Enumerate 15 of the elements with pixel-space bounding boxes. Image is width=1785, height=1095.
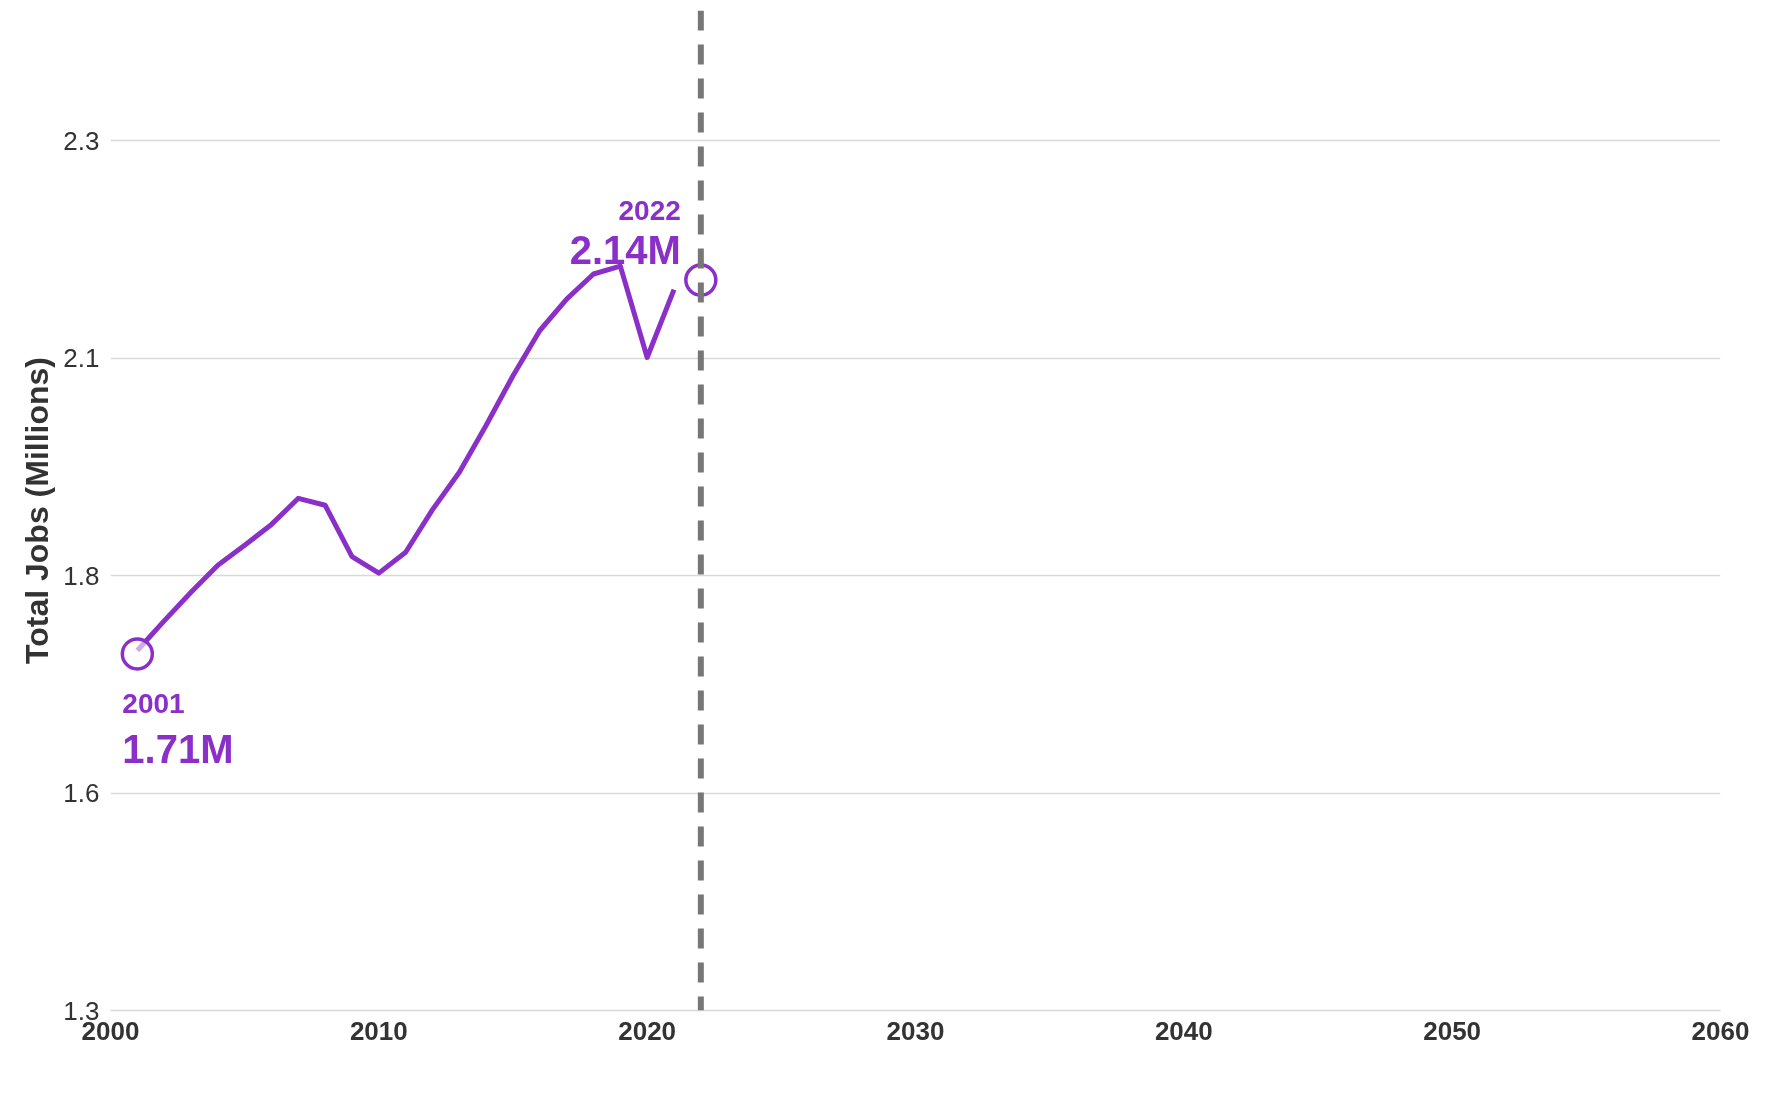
x-tick-label: 2020 bbox=[618, 1015, 677, 1046]
x-tick-label: 2060 bbox=[1691, 1015, 1750, 1046]
y-tick-label: 2.3 bbox=[63, 125, 100, 156]
annotation: 2001 bbox=[122, 688, 185, 720]
annotation: 2.14M bbox=[569, 228, 681, 273]
y-axis-title: Total Jobs (Millions) bbox=[19, 357, 56, 664]
x-tick-label: 2030 bbox=[886, 1015, 945, 1046]
y-tick-label: 2.1 bbox=[63, 343, 100, 374]
annotation: 1.71M bbox=[122, 726, 234, 771]
y-tick-label: 1.8 bbox=[63, 560, 100, 591]
x-tick-label: 2010 bbox=[349, 1015, 408, 1046]
y-tick-label: 1.6 bbox=[63, 778, 100, 809]
x-tick-label: 2040 bbox=[1154, 1015, 1213, 1046]
x-tick-label: 2050 bbox=[1423, 1015, 1482, 1046]
annotation: 2022 bbox=[618, 194, 681, 226]
